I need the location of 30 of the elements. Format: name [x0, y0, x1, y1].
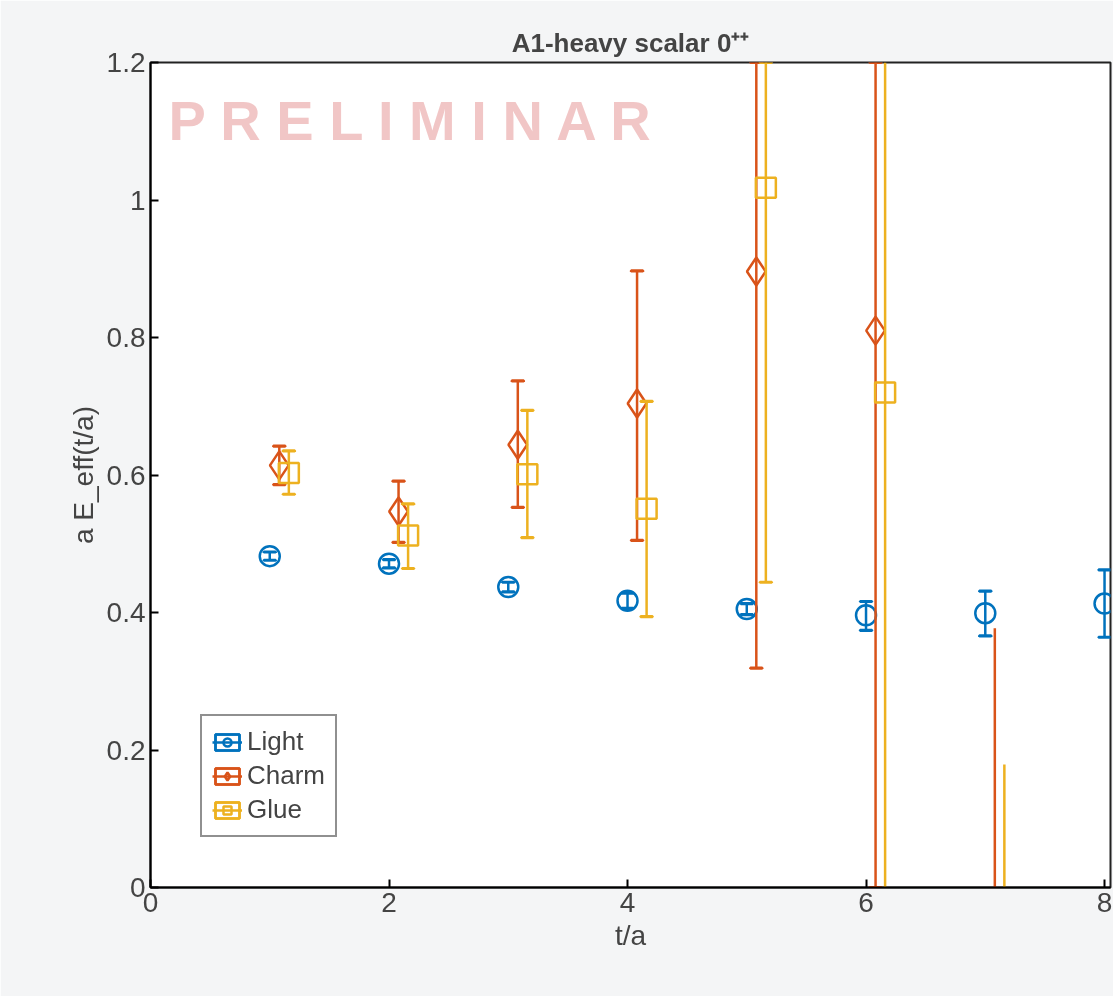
point [516, 463, 539, 486]
point [377, 552, 401, 575]
x-tick-label: 8 [1096, 886, 1113, 918]
point [635, 497, 658, 520]
x-tick-label: 2 [381, 886, 397, 918]
point [974, 601, 997, 625]
point [754, 176, 778, 199]
point [396, 524, 420, 547]
point [258, 544, 281, 568]
annotation: P R E L I M I N A R [168, 88, 651, 152]
y-tick-label: 0.8 [106, 322, 146, 353]
chart-title: A1-heavy scalar 0⁺⁺ [511, 27, 750, 58]
point [873, 381, 897, 404]
y-axis-title: a E_eff(t/a) [67, 405, 99, 544]
point [864, 315, 887, 346]
point [277, 461, 301, 485]
point [507, 429, 529, 460]
legend-label: Light [247, 726, 304, 757]
y-tick-label: 1.2 [106, 47, 146, 78]
x-tick-label: 6 [858, 886, 874, 918]
point [497, 575, 520, 599]
x-axis-title: t/a [614, 919, 647, 951]
y-tick-label: 0.6 [106, 459, 146, 491]
point [745, 256, 767, 287]
y-tick-label: 0.2 [106, 734, 146, 766]
legend-label: Charm [247, 760, 326, 791]
x-tick-label: 4 [619, 886, 636, 918]
y-tick-label: 0.4 [106, 597, 146, 628]
legend-label: Glue [247, 794, 302, 825]
y-tick-label: 1 [129, 184, 146, 216]
